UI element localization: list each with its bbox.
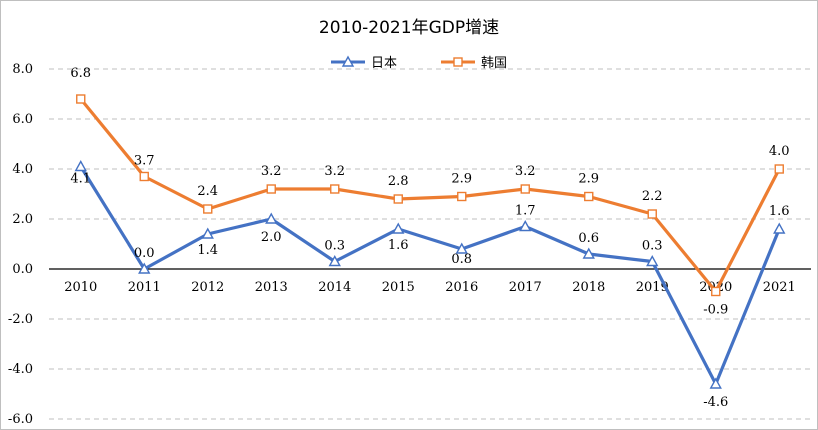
x-tick-label: 2012 — [191, 280, 224, 295]
legend-marker — [341, 55, 355, 67]
data-label: 2.8 — [388, 174, 409, 189]
data-point-marker — [265, 212, 278, 224]
x-tick-label: 2018 — [572, 280, 605, 295]
data-label: 0.3 — [642, 239, 663, 254]
y-tick-label: 2.0 — [12, 212, 33, 227]
x-tick-label: 2011 — [128, 280, 161, 295]
data-point-marker — [201, 227, 214, 239]
y-tick-label: -6.0 — [8, 412, 33, 427]
data-point-marker — [774, 164, 784, 174]
x-tick-label: 2013 — [255, 280, 288, 295]
data-label: 2.2 — [642, 189, 663, 204]
data-label: 3.2 — [515, 164, 536, 179]
data-label: 0.8 — [451, 252, 472, 267]
data-point-marker — [266, 184, 276, 194]
y-tick-label: 6.0 — [12, 112, 33, 127]
data-point-marker — [455, 242, 468, 254]
data-label: 6.8 — [70, 66, 91, 81]
data-label: 3.2 — [261, 164, 282, 179]
legend-marker — [453, 57, 463, 67]
data-label: 0.0 — [134, 246, 155, 261]
data-point-marker — [139, 171, 149, 182]
x-tick-label: 2016 — [445, 280, 478, 295]
data-label: 1.4 — [197, 243, 218, 258]
data-label: 2.4 — [197, 184, 218, 199]
data-label: 0.6 — [578, 231, 599, 246]
data-point-marker — [457, 191, 467, 202]
y-tick-label: 8.0 — [12, 62, 33, 77]
x-tick-label: 2010 — [64, 280, 97, 295]
series-lines — [74, 94, 786, 389]
data-point-marker — [646, 255, 659, 267]
legend-label: 韩国 — [481, 56, 507, 71]
x-tick-label: 2015 — [382, 280, 415, 295]
data-label: 4.0 — [769, 144, 790, 159]
data-point-marker — [330, 184, 340, 194]
data-point-marker — [584, 191, 594, 202]
data-point-marker — [76, 94, 86, 104]
data-label: 1.6 — [388, 238, 409, 253]
chart-title: 2010-2021年GDP增速 — [318, 18, 500, 38]
data-label: 3.7 — [134, 154, 155, 169]
data-label: 0.3 — [324, 239, 345, 254]
data-point-marker — [138, 262, 151, 274]
data-point-marker — [709, 377, 722, 389]
data-point-marker — [392, 222, 405, 234]
data-point-marker — [519, 220, 532, 232]
data-label: -0.9 — [703, 303, 728, 318]
series-line — [79, 165, 781, 386]
data-label: 2.9 — [451, 172, 472, 187]
data-point-marker — [582, 247, 595, 259]
data-point-marker — [393, 194, 403, 204]
y-tick-label: -4.0 — [8, 362, 33, 377]
x-tick-label: 2014 — [318, 280, 351, 295]
y-tick-label: 0.0 — [12, 262, 33, 277]
data-labels: 4.1 0.0 1.4 2.0 0.3 1.6 0.8 1.7 0.6 0.3 -4.6 1.6 6.8… — [70, 66, 789, 410]
data-label: 4.1 — [70, 172, 91, 187]
y-tick-label: 4.0 — [12, 162, 33, 177]
data-label: 1.6 — [769, 204, 790, 219]
data-point-marker — [74, 160, 87, 172]
data-label: 2.9 — [578, 172, 599, 187]
data-point-marker — [647, 209, 657, 219]
x-tick-label: 2019 — [636, 280, 669, 295]
data-point-marker — [203, 204, 213, 214]
x-tick-label: 2021 — [763, 280, 796, 295]
legend-label: 日本 — [371, 56, 397, 71]
data-label: 3.2 — [324, 164, 345, 179]
grid-lines — [49, 68, 811, 420]
data-label: 1.7 — [515, 204, 536, 219]
data-label: -4.6 — [703, 395, 728, 410]
data-point-marker — [520, 184, 530, 194]
data-point-marker — [773, 222, 786, 234]
axes: 8.0 6.0 4.0 2.0 0.0 -2.0 -4.0 -6.0 2010 2011 2012 2… — [8, 62, 811, 427]
y-tick-label: -2.0 — [8, 312, 33, 327]
data-point-marker — [711, 286, 721, 297]
x-tick-label: 2017 — [509, 280, 542, 295]
data-label: 2.0 — [261, 230, 282, 245]
series-line — [79, 97, 781, 294]
data-point-marker — [328, 255, 341, 267]
legend: 日本 韩国 — [331, 55, 507, 71]
